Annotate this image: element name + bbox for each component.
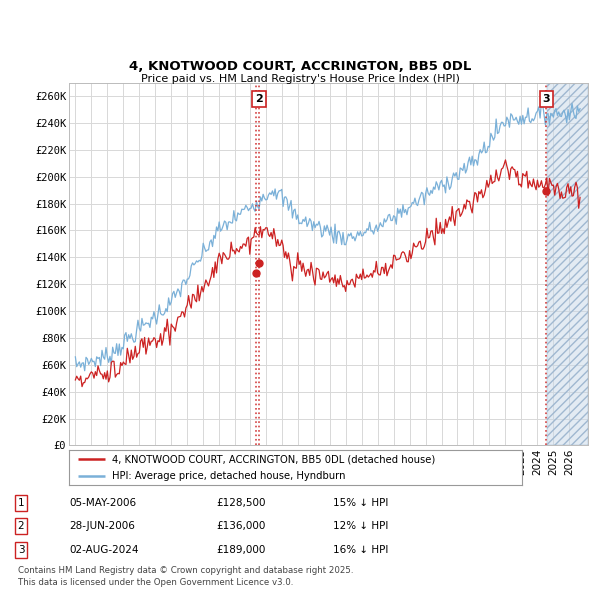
Text: 2: 2: [255, 94, 263, 104]
Text: 05-MAY-2006: 05-MAY-2006: [69, 498, 136, 507]
Text: £136,000: £136,000: [216, 522, 265, 531]
Text: Price paid vs. HM Land Registry's House Price Index (HPI): Price paid vs. HM Land Registry's House …: [140, 74, 460, 84]
Text: £128,500: £128,500: [216, 498, 265, 507]
Text: Contains HM Land Registry data © Crown copyright and database right 2025.
This d: Contains HM Land Registry data © Crown c…: [18, 566, 353, 587]
Text: 16% ↓ HPI: 16% ↓ HPI: [333, 545, 388, 555]
Text: 3: 3: [542, 94, 550, 104]
Text: 28-JUN-2006: 28-JUN-2006: [69, 522, 135, 531]
Text: £189,000: £189,000: [216, 545, 265, 555]
Text: 15% ↓ HPI: 15% ↓ HPI: [333, 498, 388, 507]
Text: 3: 3: [17, 545, 25, 555]
Bar: [547, 83, 588, 445]
Text: HPI: Average price, detached house, Hyndburn: HPI: Average price, detached house, Hynd…: [112, 471, 346, 481]
Text: 12% ↓ HPI: 12% ↓ HPI: [333, 522, 388, 531]
Bar: [547, 83, 588, 445]
Text: 02-AUG-2024: 02-AUG-2024: [69, 545, 139, 555]
Text: 4, KNOTWOOD COURT, ACCRINGTON, BB5 0DL: 4, KNOTWOOD COURT, ACCRINGTON, BB5 0DL: [129, 60, 471, 73]
Text: 4, KNOTWOOD COURT, ACCRINGTON, BB5 0DL (detached house): 4, KNOTWOOD COURT, ACCRINGTON, BB5 0DL (…: [112, 454, 435, 464]
Text: 2: 2: [17, 522, 25, 531]
Text: 1: 1: [17, 498, 25, 507]
